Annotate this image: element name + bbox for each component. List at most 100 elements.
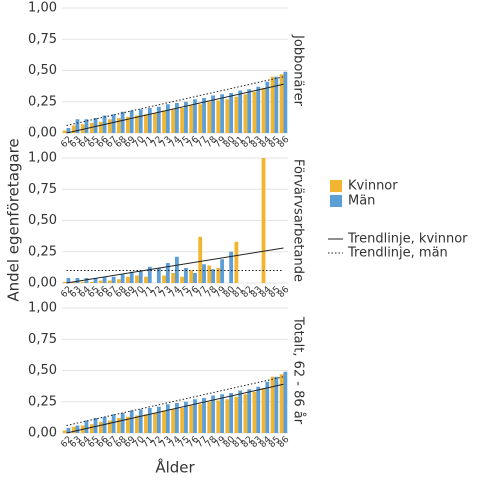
bar <box>71 426 76 433</box>
bar <box>111 114 116 133</box>
trendline <box>66 83 284 134</box>
bar <box>265 381 270 433</box>
bar <box>89 424 94 433</box>
bar <box>120 413 125 433</box>
bar <box>138 270 143 283</box>
bar <box>189 105 194 133</box>
bar <box>279 74 284 133</box>
legend-label: Trendlinje, män <box>347 246 448 261</box>
x-tick-label: 86 <box>276 435 291 450</box>
bar <box>180 276 185 283</box>
bar <box>180 408 185 433</box>
bar <box>193 399 197 433</box>
bar <box>234 96 239 133</box>
bar <box>175 256 179 283</box>
bar <box>247 89 252 133</box>
bar <box>107 280 112 283</box>
bar <box>144 276 148 283</box>
bar <box>274 76 279 133</box>
bar <box>216 100 221 133</box>
bar <box>180 108 185 133</box>
facet-title: Totalt, 62 - 86 år <box>291 316 306 425</box>
bar <box>89 123 94 133</box>
y-tick-label: 0,25 <box>28 244 57 259</box>
bar <box>135 115 139 133</box>
bar <box>135 275 139 283</box>
y-tick-label: 0,75 <box>28 332 57 347</box>
bar <box>270 376 275 433</box>
legend-swatch <box>330 195 342 207</box>
bar <box>126 416 130 433</box>
y-axis-label: Andel egenföretagare <box>5 138 23 301</box>
facet-title: Förvärvsarbetande <box>291 159 306 282</box>
bar <box>93 418 98 433</box>
bar <box>111 414 116 433</box>
bar <box>189 405 194 433</box>
bar <box>111 276 116 283</box>
bar <box>256 86 261 133</box>
bar <box>156 106 161 133</box>
bar <box>202 398 206 433</box>
bar <box>98 121 103 133</box>
x-axis-label: Ålder <box>155 458 195 477</box>
bar <box>238 390 243 433</box>
bar <box>234 396 239 433</box>
bar <box>71 281 76 283</box>
bar <box>153 413 157 433</box>
bar <box>202 264 206 283</box>
y-tick-label: 0,00 <box>28 126 57 141</box>
bar <box>116 118 121 133</box>
bar <box>234 241 239 283</box>
bar <box>162 110 166 133</box>
bar <box>229 93 234 133</box>
bar <box>120 274 125 283</box>
bar <box>252 91 257 133</box>
bar <box>229 393 234 433</box>
bar <box>207 401 212 433</box>
bar <box>243 94 248 133</box>
x-tick-label: 86 <box>276 135 291 150</box>
y-tick-label: 0,00 <box>28 426 57 441</box>
bar <box>283 371 288 433</box>
bar <box>211 395 215 433</box>
bar <box>107 420 112 433</box>
bar <box>144 114 148 133</box>
bar <box>107 119 112 133</box>
facet-title: Jobbonärer <box>291 34 306 107</box>
bar <box>198 404 203 433</box>
bar <box>98 280 103 283</box>
legend-swatch <box>330 180 342 192</box>
bar <box>265 81 270 133</box>
bar <box>98 421 103 433</box>
y-tick-label: 0,25 <box>28 394 57 409</box>
bar <box>175 403 179 433</box>
bar <box>62 430 67 433</box>
bar <box>75 119 80 133</box>
bar <box>89 281 94 283</box>
bar <box>207 101 212 133</box>
legend-label: Trendlinje, kvinnor <box>347 232 468 247</box>
y-tick-label: 0,50 <box>28 63 57 78</box>
bar <box>162 410 166 433</box>
bar <box>66 278 71 283</box>
bar <box>147 266 152 283</box>
bar <box>283 71 288 133</box>
bar <box>171 409 175 433</box>
bar <box>147 108 152 133</box>
bar <box>144 414 148 433</box>
y-tick-label: 0,50 <box>28 363 57 378</box>
bar <box>66 128 71 133</box>
y-tick-label: 0,75 <box>28 32 57 47</box>
bar <box>229 251 234 283</box>
legend-label: Män <box>348 194 375 209</box>
bar <box>116 418 121 433</box>
bar <box>207 265 212 283</box>
bar <box>202 98 206 133</box>
bar <box>156 268 161 283</box>
bar <box>175 103 179 133</box>
bar <box>193 273 197 283</box>
bar <box>220 94 224 133</box>
bar <box>247 389 252 433</box>
bar <box>225 99 230 133</box>
